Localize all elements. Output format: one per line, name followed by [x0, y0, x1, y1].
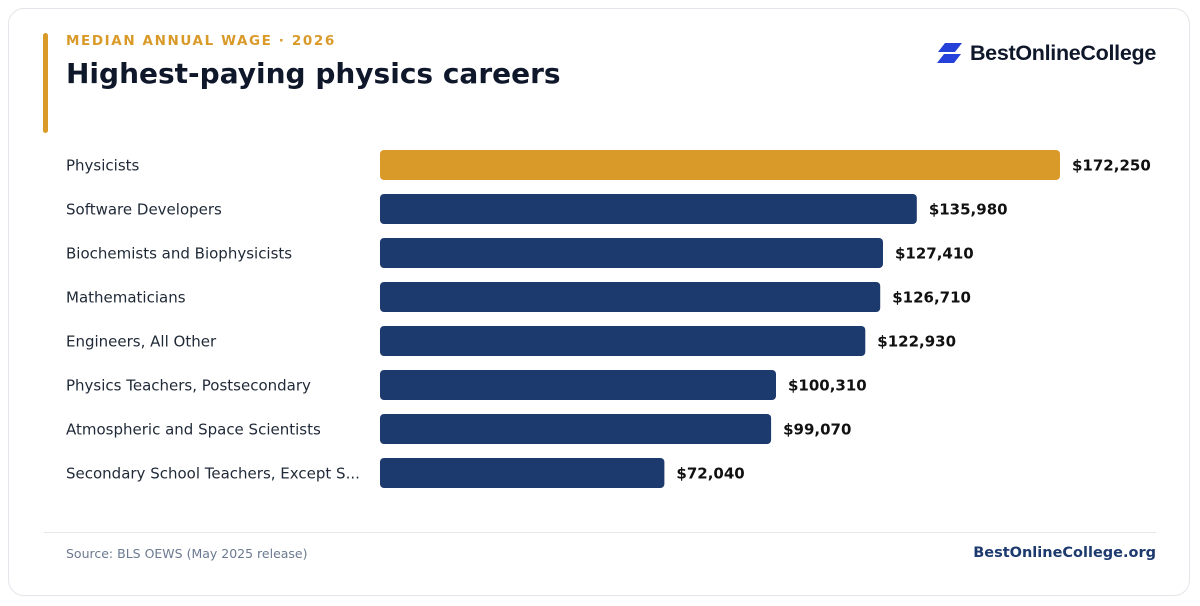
bar — [380, 458, 665, 488]
category-label: Physics Teachers, Postsecondary — [66, 377, 311, 395]
category-label: Biochemists and Biophysicists — [66, 245, 292, 263]
bar — [380, 238, 883, 268]
value-label: $100,310 — [788, 377, 867, 395]
bar — [380, 326, 866, 356]
footer-divider — [44, 532, 1156, 533]
bar — [380, 414, 772, 444]
site-link[interactable]: BestOnlineCollege.org — [973, 545, 1156, 561]
value-label: $172,250 — [1072, 157, 1151, 175]
category-label: Engineers, All Other — [66, 333, 217, 351]
bar — [380, 282, 881, 312]
bar — [380, 370, 776, 400]
value-label: $122,930 — [877, 333, 956, 351]
category-label: Secondary School Teachers, Except S... — [66, 465, 360, 483]
bar — [380, 150, 1060, 180]
accent-bar — [43, 33, 48, 133]
value-label: $135,980 — [929, 201, 1008, 219]
value-label: $126,710 — [892, 289, 971, 307]
value-label: $72,040 — [676, 465, 744, 483]
value-label: $127,410 — [895, 245, 974, 263]
value-label: $99,070 — [783, 421, 851, 439]
chart-title: Highest-paying physics careers — [66, 57, 561, 90]
brand-name: BestOnlineCollege — [969, 40, 1156, 65]
chart-eyebrow: MEDIAN ANNUAL WAGE · 2026 — [66, 33, 336, 49]
category-label: Atmospheric and Space Scientists — [66, 421, 321, 439]
source-note: Source: BLS OEWS (May 2025 release) — [66, 546, 308, 561]
bar — [380, 194, 917, 224]
brand-logo-icon — [936, 43, 962, 63]
category-label: Mathematicians — [66, 289, 186, 307]
category-label: Software Developers — [66, 201, 222, 219]
brand-logo[interactable]: BestOnlineCollege — [936, 40, 1156, 66]
category-label: Physicists — [66, 157, 140, 175]
